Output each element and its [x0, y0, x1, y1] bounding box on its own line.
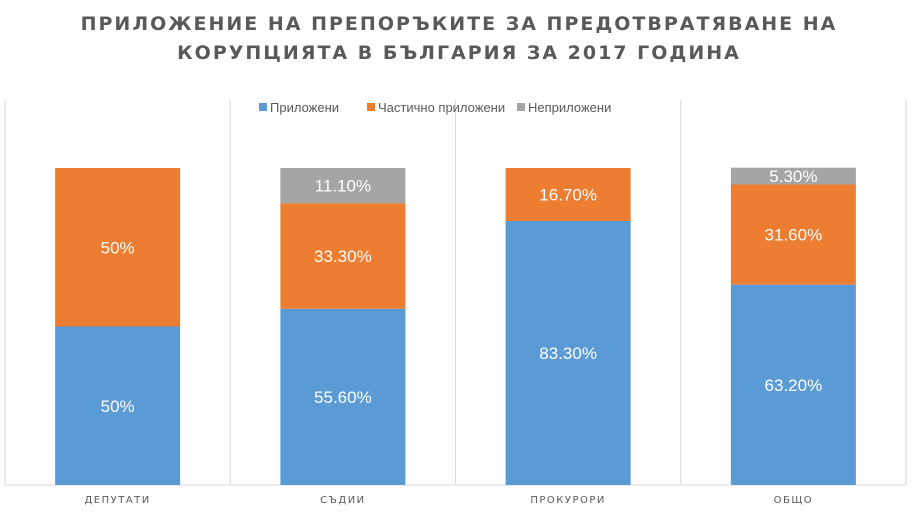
x-tick-label: ОБЩО	[774, 495, 814, 506]
legend-swatch	[367, 103, 375, 111]
bar-segment	[280, 308, 406, 485]
data-label: 50%	[101, 397, 135, 416]
data-label: 83.30%	[539, 344, 597, 363]
chart-title-line-2: КОРУПЦИЯТА В БЪЛГАРИЯ ЗА 2017 ГОДИНА	[177, 42, 741, 64]
bar-segment	[55, 326, 181, 485]
legend-label: Частично приложени	[378, 100, 505, 115]
chart-title-line-1: ПРИЛОЖЕНИЕ НА ПРЕПОРЪКИТЕ ЗА ПРЕДОТВРАТЯ…	[80, 13, 838, 35]
chart-title: ПРИЛОЖЕНИЕ НА ПРЕПОРЪКИТЕ ЗА ПРЕДОТВРАТЯ…	[0, 10, 918, 68]
legend-label: Приложени	[270, 100, 339, 115]
bar-segment	[280, 168, 406, 204]
x-tick-label: ПРОКУРОРИ	[530, 495, 606, 506]
x-tick-label: ДЕПУТАТИ	[84, 495, 150, 506]
bar-segment	[55, 168, 181, 327]
bar-segment	[730, 167, 856, 185]
data-label: 55.60%	[314, 388, 372, 407]
x-tick-label: СЪДИИ	[320, 495, 366, 506]
legend-label: Неприложени	[528, 100, 611, 115]
data-label: 63.20%	[765, 376, 823, 395]
data-label: 5.30%	[769, 167, 817, 186]
data-label: 11.10%	[315, 177, 371, 196]
data-label: 31.60%	[765, 226, 823, 245]
bar-segment	[505, 168, 631, 221]
bar-segment	[730, 284, 856, 485]
legend-swatch	[517, 103, 525, 111]
data-label: 16.70%	[539, 185, 597, 204]
bar-segment	[280, 203, 406, 309]
legend-swatch	[259, 103, 267, 111]
bar-segment	[505, 220, 631, 485]
data-label: 33.30%	[314, 247, 372, 266]
bar-segment	[730, 184, 856, 285]
data-label: 50%	[101, 238, 135, 257]
